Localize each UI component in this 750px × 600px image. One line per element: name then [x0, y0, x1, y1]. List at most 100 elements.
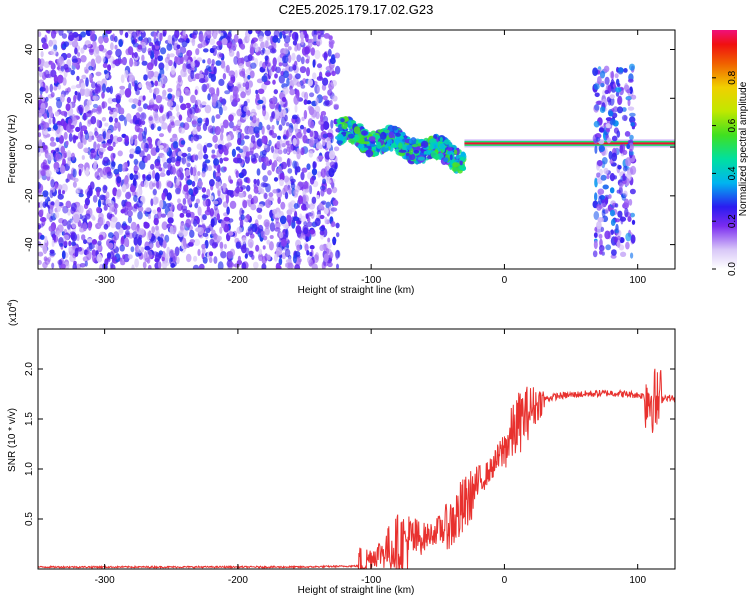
spectrogram-cell: [246, 98, 251, 103]
spectrogram-cell: [258, 256, 263, 262]
spectrogram-cell: [595, 100, 602, 105]
spectrogram-cell: [186, 152, 192, 162]
spectrogram-cell: [110, 160, 116, 170]
spectrogram-cell: [294, 46, 298, 52]
spectrogram-cell: [272, 79, 276, 85]
spectrogram-cell: [53, 74, 58, 84]
spectrogram-cell: [132, 98, 139, 104]
spectrogram-cell: [186, 63, 192, 69]
spectrogram-cell: [246, 177, 251, 184]
colorbar-tick-label: 0.8: [727, 70, 738, 84]
spectrogram-cell: [322, 95, 328, 101]
spectrogram-cell: [247, 194, 253, 200]
spectrogram-cell: [83, 44, 88, 50]
spectrogram-cell: [142, 174, 146, 179]
spectrogram-cell: [84, 105, 89, 113]
spectrogram-cell: [170, 263, 176, 268]
spectrogram-cell: [193, 59, 200, 68]
spectrogram-cell: [44, 85, 49, 94]
spectrogram-cell: [105, 191, 110, 199]
spectrogram-cell: [277, 135, 281, 140]
spectrogram-cell: [294, 32, 299, 42]
spectrogram-cell: [149, 243, 154, 249]
spectrogram-cell: [158, 116, 165, 124]
spectrogram-cell: [600, 82, 605, 88]
spectrogram-cell: [118, 39, 123, 48]
spectrogram-cell: [240, 91, 247, 99]
spectrogram-cell: [197, 227, 204, 235]
spectrogram-cell: [619, 182, 624, 189]
spectrogram-cell: [142, 95, 146, 101]
spectrogram-cell: [232, 125, 237, 132]
spectrogram-cell: [624, 131, 631, 137]
spectrogram-cell: [211, 229, 216, 237]
spectrogram-cell: [604, 196, 609, 205]
spectrogram-cell: [85, 132, 89, 141]
spectrogram-cell: [311, 196, 317, 204]
spectrogram-cell: [60, 145, 65, 154]
spectrogram-cell: [186, 116, 191, 123]
spectrogram-cell: [629, 112, 636, 117]
spectrogram-cell: [388, 124, 394, 132]
spectrogram-cell: [108, 116, 113, 123]
spectrogram-cell: [599, 250, 603, 255]
spectrogram-cell: [92, 95, 100, 101]
carrier-core: [464, 142, 675, 145]
spectrogram-cell: [229, 179, 233, 184]
spectrogram-cell: [89, 49, 94, 56]
spectrogram-cell: [183, 122, 190, 130]
spectrogram-cell: [247, 126, 254, 135]
spectrogram-cell: [197, 43, 203, 49]
spectrogram-cell: [228, 80, 234, 87]
spectrogram-cell: [96, 143, 101, 150]
spectrogram-cell: [614, 218, 621, 223]
spectrogram-cell: [176, 44, 181, 50]
spectrogram-cell: [153, 109, 158, 119]
spectrogram-cell: [447, 147, 453, 152]
spectrogram-cell: [191, 113, 195, 120]
spectrogram-cell: [201, 187, 207, 193]
spectrogram-cell: [50, 201, 55, 207]
spectrogram-cell: [625, 232, 632, 242]
spectrogram-cell: [42, 165, 49, 170]
spectrogram-cell: [236, 108, 243, 117]
spectrogram-cell: [162, 31, 166, 37]
spectrogram-cell: [190, 94, 196, 104]
spectrogram-cell: [207, 58, 212, 65]
spectrogram-cell: [124, 32, 129, 38]
spectrogram-cell: [598, 127, 605, 133]
colorbar-tick-label: 0.0: [727, 262, 738, 276]
spectrogram-cell: [242, 200, 248, 209]
spectrogram-cell: [202, 199, 209, 207]
spectrogram-cell: [306, 221, 313, 228]
spectrogram-cell: [150, 198, 154, 207]
spectrogram-cell: [174, 56, 178, 63]
spectrogram-cell: [229, 200, 237, 209]
spectrogram-cell: [329, 150, 336, 160]
spectrogram-cell: [58, 188, 62, 196]
spectrogram-cell: [38, 152, 42, 157]
spectrogram-cell: [276, 140, 281, 149]
spectrogram-cell: [286, 214, 292, 223]
spectrogram-cell: [275, 262, 281, 269]
spectrogram-cell: [45, 73, 52, 79]
spectrogram-cell: [134, 150, 141, 155]
spectrogram-cell: [219, 157, 224, 164]
spectrogram-cell: [594, 177, 598, 188]
spectrogram-cell: [147, 174, 152, 180]
spectrogram-cell: [152, 104, 159, 112]
spectrogram-cell: [189, 107, 196, 115]
spectrogram-cell: [253, 178, 257, 185]
spectrogram-cell: [154, 162, 162, 169]
spectrogram-cell: [43, 122, 50, 129]
spectrogram-cell: [213, 30, 219, 34]
spectrogram-cell: [50, 179, 55, 188]
spectrogram-cell: [134, 139, 138, 147]
spectrogram-cell: [264, 156, 269, 166]
spectrogram-cell: [239, 70, 246, 77]
spectrogram-cell: [92, 40, 97, 50]
spectrogram-cell: [216, 40, 223, 46]
spectrogram-cell: [137, 106, 143, 113]
spectrogram-cell: [309, 252, 313, 257]
spectrogram-cell: [316, 63, 323, 69]
